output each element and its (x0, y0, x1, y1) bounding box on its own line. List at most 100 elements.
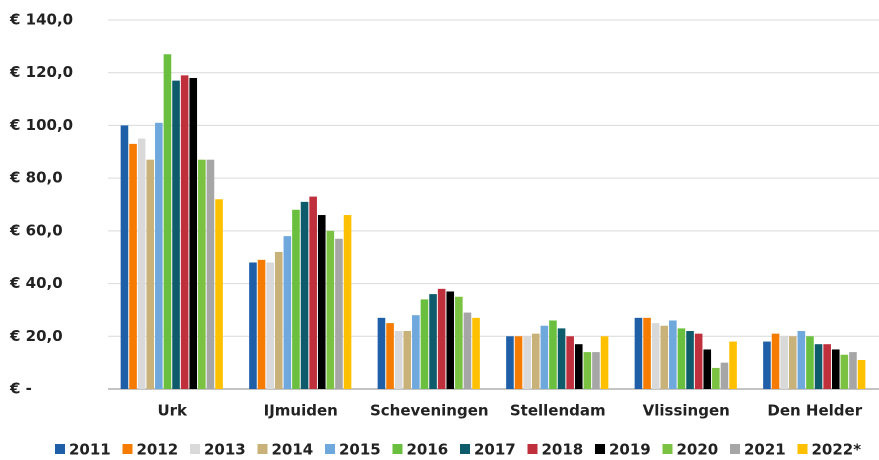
bar (343, 215, 352, 389)
bar (566, 336, 574, 389)
bar (249, 262, 257, 389)
bar (309, 196, 317, 389)
y-tick-label: € - (9, 380, 32, 398)
bar (540, 325, 549, 389)
legend-label: 2022* (812, 441, 862, 459)
y-tick-label: € 40,0 (9, 274, 63, 292)
bar (172, 80, 180, 389)
legend-label: 2020 (677, 441, 719, 459)
legend-swatch (122, 444, 133, 454)
legend-label: 2014 (272, 441, 314, 459)
bar (686, 331, 694, 389)
legend-swatch (595, 444, 605, 454)
bar (189, 77, 198, 389)
bar (780, 336, 788, 389)
bar (523, 336, 531, 389)
bar (694, 333, 703, 389)
bar (797, 331, 806, 389)
legend-swatch (460, 444, 470, 454)
bar (206, 159, 215, 389)
y-tick-label: € 80,0 (9, 169, 63, 187)
bar (446, 291, 455, 389)
bar (771, 333, 780, 389)
bar (763, 341, 771, 389)
bar (849, 352, 857, 389)
bar (437, 288, 446, 389)
bar (403, 331, 412, 389)
bar (129, 143, 137, 389)
bar (549, 320, 557, 389)
bar (283, 236, 292, 389)
legend-label: 2018 (542, 441, 584, 459)
legend-swatch (55, 444, 65, 454)
bar (840, 354, 849, 389)
bar (788, 336, 797, 389)
bar (857, 360, 866, 389)
bar (814, 344, 823, 389)
bar (155, 122, 163, 390)
bar (463, 312, 472, 389)
bar (137, 138, 146, 389)
bar (326, 230, 335, 389)
legend-swatch (257, 444, 268, 454)
legend-label: 2019 (609, 441, 651, 459)
legend-swatch (325, 444, 335, 454)
bar (377, 317, 386, 389)
legend-swatch (662, 444, 673, 454)
bar (600, 336, 609, 389)
bar (514, 336, 523, 389)
bar (583, 352, 592, 389)
bar (429, 294, 437, 389)
bar (455, 296, 463, 389)
bar (180, 75, 189, 389)
bar (420, 299, 429, 389)
bar (120, 125, 129, 389)
bar (292, 209, 300, 389)
y-tick-label: € 120,0 (9, 63, 73, 81)
bar (300, 201, 309, 389)
y-tick-label: € 140,0 (9, 11, 73, 29)
bar (720, 362, 729, 389)
x-tick-label: Stellendam (510, 402, 606, 420)
bar (394, 331, 403, 389)
bar (257, 259, 266, 389)
bar (831, 349, 840, 389)
legend-swatch (730, 444, 740, 454)
bar (531, 333, 540, 389)
bar (712, 367, 720, 389)
bar (660, 325, 669, 389)
bar (806, 336, 814, 389)
legend-label: 2013 (204, 441, 246, 459)
bar (574, 344, 583, 389)
legend-label: 2021 (744, 441, 786, 459)
x-tick-label: Scheveningen (370, 402, 489, 420)
legend-swatch (527, 444, 538, 454)
legend-label: 2017 (474, 441, 516, 459)
legend-label: 2016 (407, 441, 449, 459)
bar (386, 323, 394, 389)
x-tick-label: Den Helder (767, 402, 862, 420)
y-tick-label: € 20,0 (9, 327, 63, 345)
bar (506, 336, 514, 389)
legend-swatch (392, 444, 403, 454)
y-tick-label: € 100,0 (9, 116, 73, 134)
legend-swatch (797, 444, 808, 454)
legend-label: 2012 (137, 441, 179, 459)
bar (317, 215, 326, 389)
bar (266, 262, 274, 389)
bar (634, 317, 643, 389)
bar (703, 349, 712, 389)
legend-swatch (190, 444, 200, 454)
bar (557, 328, 566, 389)
legend-label: 2011 (69, 441, 111, 459)
bar (163, 54, 172, 390)
bar (274, 251, 283, 389)
bar (677, 328, 686, 389)
x-tick-label: IJmuiden (264, 402, 338, 420)
x-tick-label: Vlissingen (643, 402, 730, 420)
bar (592, 352, 600, 389)
bar (729, 341, 737, 389)
bar (412, 315, 420, 389)
bar (643, 317, 651, 389)
